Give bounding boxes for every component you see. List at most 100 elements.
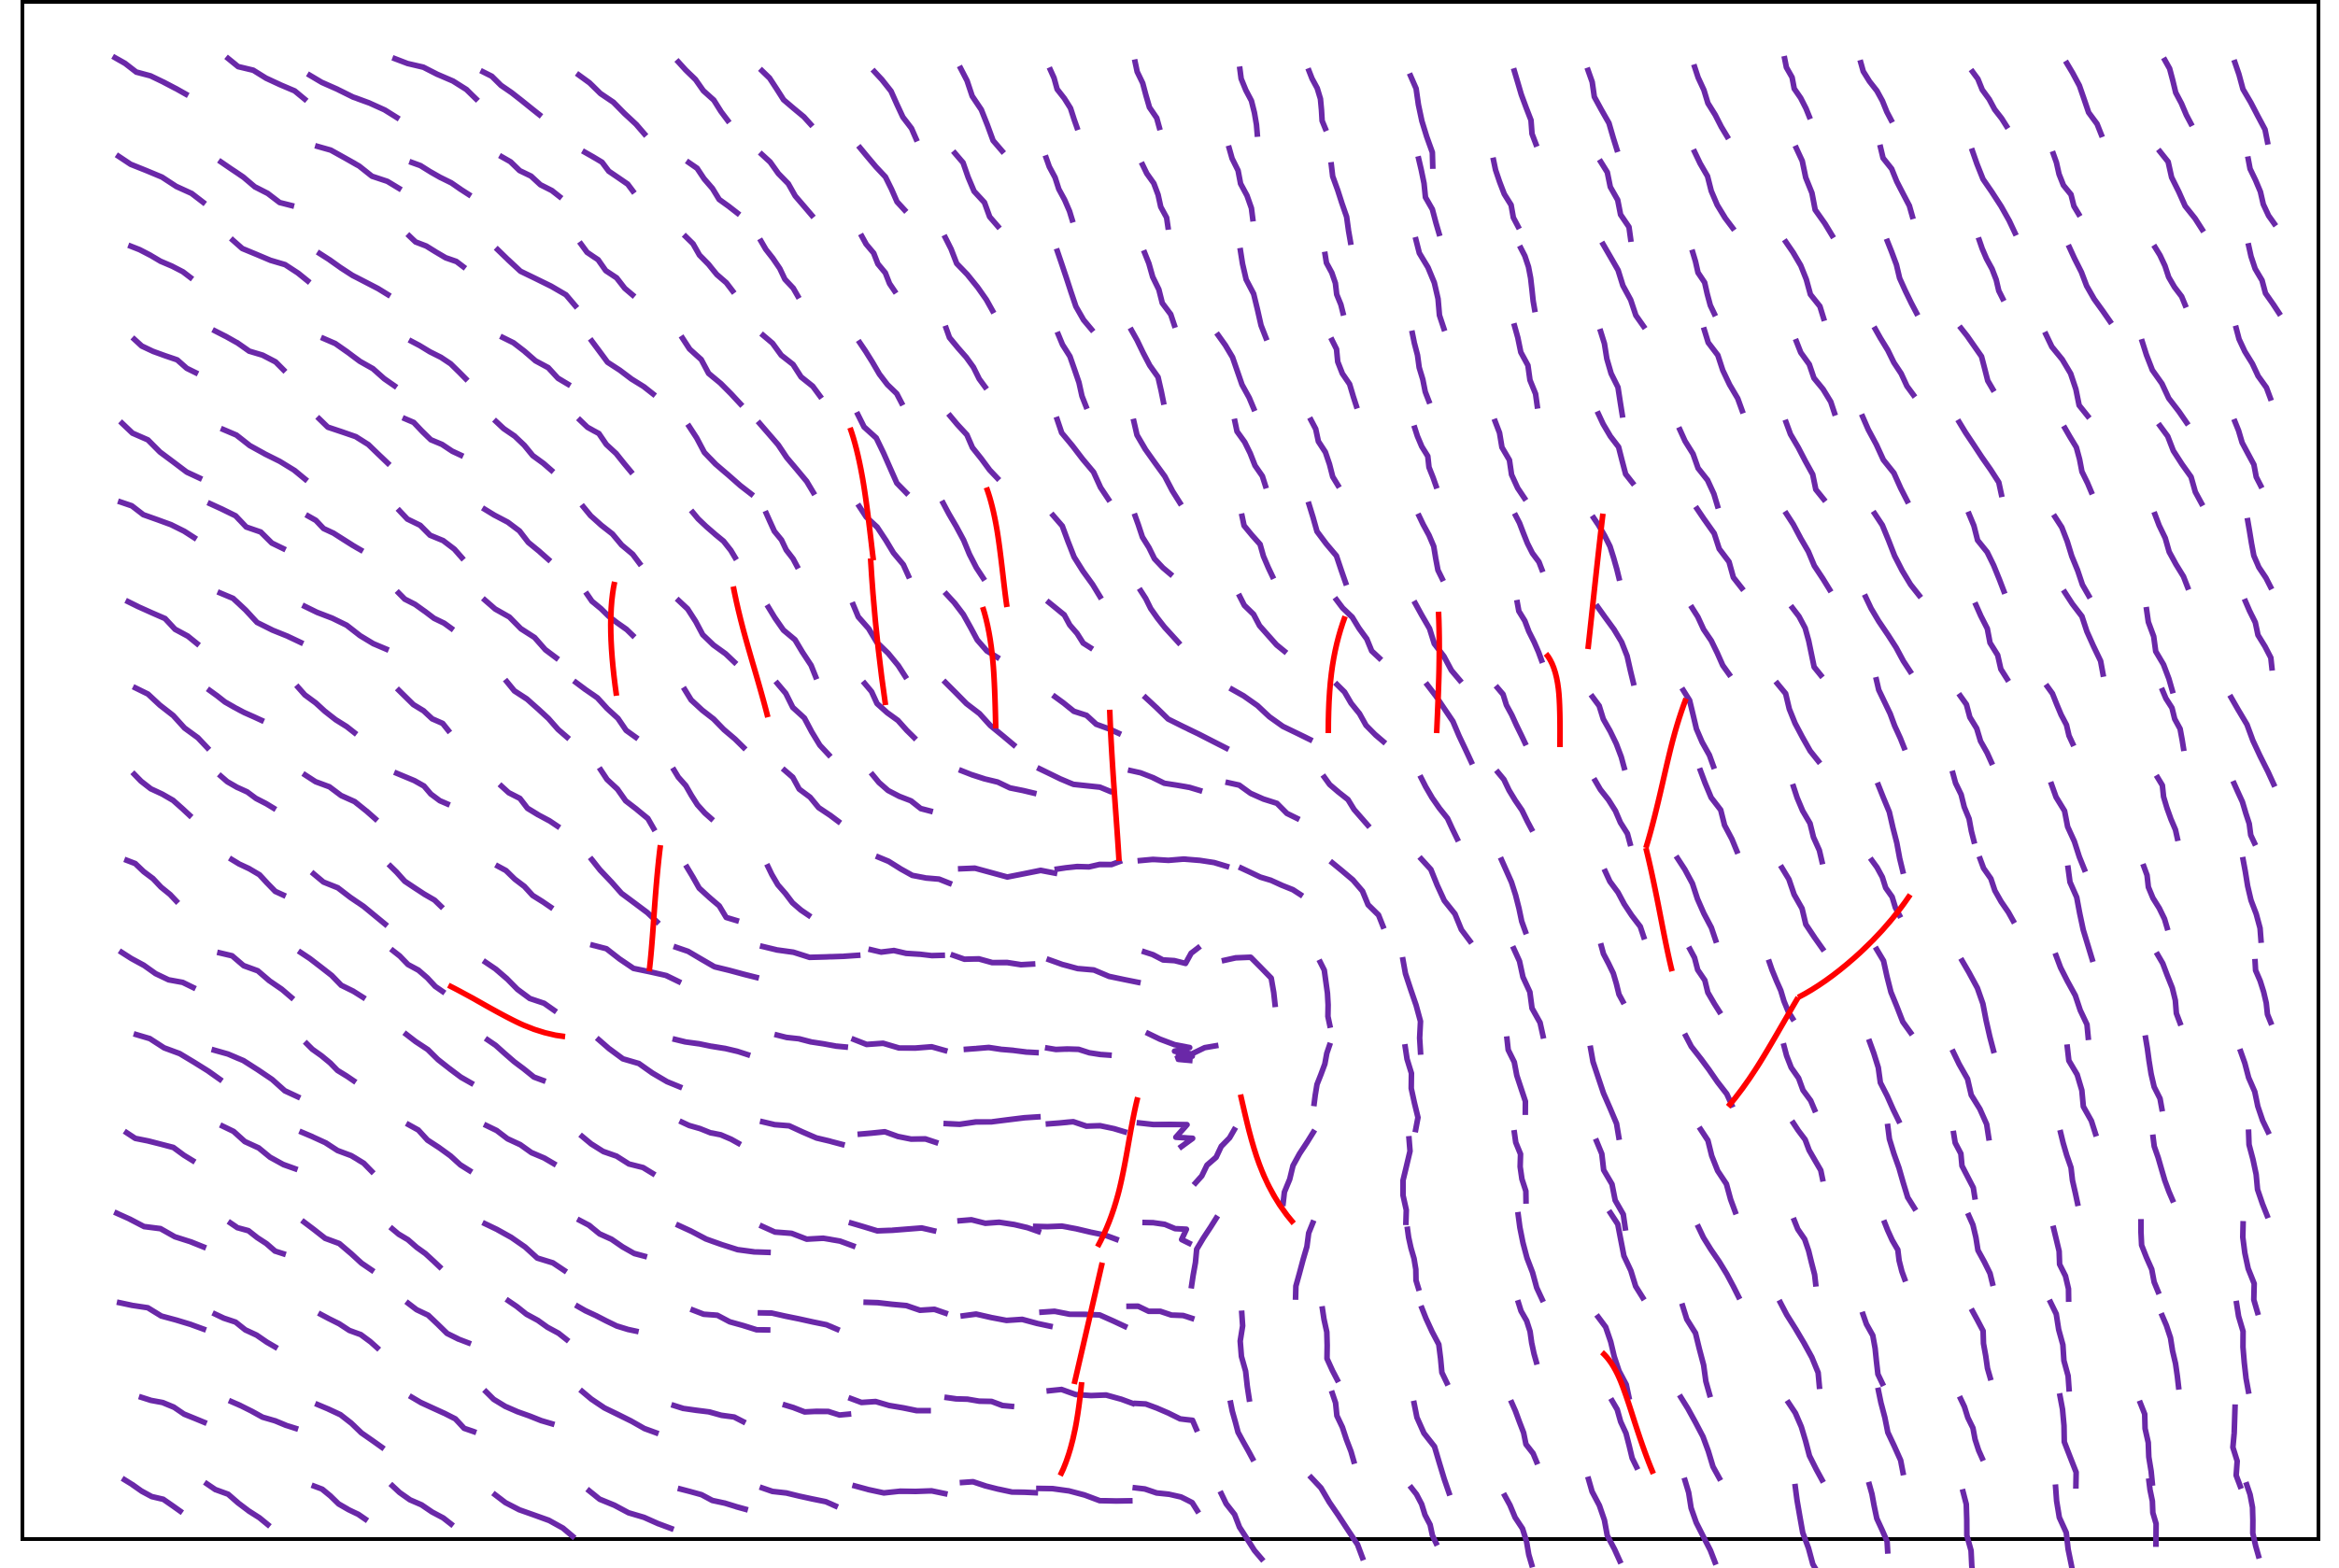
- flow-segment: [206, 686, 265, 725]
- flow-segment: [216, 949, 296, 1002]
- flow-segment: [1237, 247, 1270, 342]
- flow-segment: [1054, 857, 1124, 872]
- flow-segment: [758, 1222, 857, 1250]
- flow-segment: [1511, 512, 1546, 573]
- flow-segment: [670, 766, 716, 823]
- flow-segment: [407, 1393, 477, 1435]
- flow-segment: [572, 678, 640, 742]
- flow-segment: [773, 1031, 849, 1051]
- flow-segment: [404, 1121, 474, 1175]
- flow-segment: [1608, 1396, 1640, 1471]
- flow-segment: [942, 233, 997, 315]
- flow-segment: [1778, 864, 1827, 954]
- flow-segment: [1136, 1120, 1196, 1151]
- flow-segment: [1055, 331, 1090, 410]
- flow-segment: [1696, 767, 1741, 855]
- flow-segment: [309, 869, 390, 928]
- flow-segment: [394, 588, 456, 633]
- flow-segment: [1865, 1480, 1891, 1554]
- flow-segment: [2149, 1134, 2176, 1204]
- flow-segment: [1595, 410, 1637, 487]
- flow-segment: [574, 1302, 640, 1335]
- flow-segment: [758, 942, 861, 961]
- flow-segment: [1407, 1484, 1440, 1547]
- flow-segment: [1959, 1488, 1976, 1568]
- flow-segment: [1694, 1223, 1743, 1301]
- flow-segment: [1316, 958, 1334, 1029]
- highlighted-flow-segment: [1643, 847, 1675, 972]
- flow-segment: [1305, 67, 1329, 133]
- flow-segment: [1490, 157, 1523, 231]
- flow-segment: [120, 1476, 185, 1516]
- flow-segment: [310, 1482, 370, 1523]
- flow-segment: [211, 327, 288, 374]
- flow-segment: [856, 144, 909, 214]
- flow-segment: [1867, 856, 1904, 920]
- flow-segment: [114, 152, 207, 206]
- flow-segment: [780, 766, 843, 826]
- flow-segment: [137, 1393, 208, 1426]
- highlighted-flow-segment: [1599, 1349, 1656, 1476]
- highlighted-flow-segment: [447, 982, 566, 1039]
- flow-segment: [863, 1299, 949, 1317]
- flow-segment: [1328, 858, 1387, 930]
- flow-segment: [2140, 863, 2171, 932]
- flow-segment: [482, 1388, 556, 1428]
- flow-segment: [392, 770, 451, 808]
- flow-segment: [1401, 1043, 1421, 1133]
- flow-segment: [2061, 424, 2095, 496]
- flow-segment: [578, 1387, 660, 1437]
- flow-segment: [959, 1478, 1039, 1496]
- flow-segment: [939, 499, 987, 583]
- flow-segment: [1673, 854, 1720, 944]
- flow-segment: [482, 1122, 558, 1168]
- flow-segment: [2049, 1224, 2072, 1303]
- flow-segment: [672, 1036, 752, 1059]
- flow-segment: [1517, 244, 1538, 313]
- flow-segment: [1415, 155, 1443, 237]
- flow-segment: [493, 246, 580, 310]
- flow-segment: [854, 410, 911, 497]
- flow-segment: [1686, 945, 1723, 1016]
- flow-segment: [2244, 517, 2275, 591]
- flow-segment: [762, 509, 801, 571]
- flow-segment: [314, 143, 404, 192]
- flow-segment: [1584, 66, 1621, 153]
- flow-segment: [1596, 158, 1635, 243]
- flow-segment: [1693, 504, 1746, 592]
- flow-segment: [758, 1118, 846, 1149]
- flow-segment: [1956, 691, 1995, 767]
- flow-segment: [1127, 767, 1203, 795]
- flow-segment: [1231, 417, 1269, 489]
- flow-segment: [1311, 1041, 1334, 1107]
- flow-segment: [2063, 1043, 2100, 1137]
- flow-segment: [678, 334, 744, 408]
- flow-segment: [1976, 855, 2018, 925]
- flow-segment: [2151, 511, 2191, 591]
- flow-segment: [1597, 942, 1627, 1006]
- flow-segment: [1780, 1042, 1819, 1114]
- flow-segment: [481, 1220, 569, 1275]
- flow-segment: [1036, 765, 1113, 796]
- flow-segment: [2231, 59, 2271, 146]
- flow-segment: [2136, 1399, 2156, 1487]
- flow-segment: [118, 419, 204, 482]
- flow-segment: [1307, 416, 1342, 489]
- flow-segment: [588, 855, 661, 926]
- flow-segment: [578, 1132, 657, 1178]
- highlighted-flow-segment: [1325, 614, 1348, 734]
- flow-segment: [1399, 956, 1424, 1055]
- flow-segment: [943, 1113, 1042, 1127]
- flow-segment: [1130, 417, 1184, 507]
- flow-segment: [575, 416, 635, 476]
- flow-segment: [963, 1044, 1040, 1056]
- flow-segment: [497, 782, 561, 830]
- flow-segment: [210, 1046, 302, 1101]
- flow-segment: [1877, 144, 1916, 220]
- flow-segment: [388, 1481, 456, 1529]
- flow-segment: [1950, 1130, 1978, 1201]
- flow-segment: [1875, 781, 1907, 875]
- flow-segment: [579, 502, 644, 568]
- flow-segment: [688, 508, 739, 561]
- flow-segment: [1596, 328, 1626, 418]
